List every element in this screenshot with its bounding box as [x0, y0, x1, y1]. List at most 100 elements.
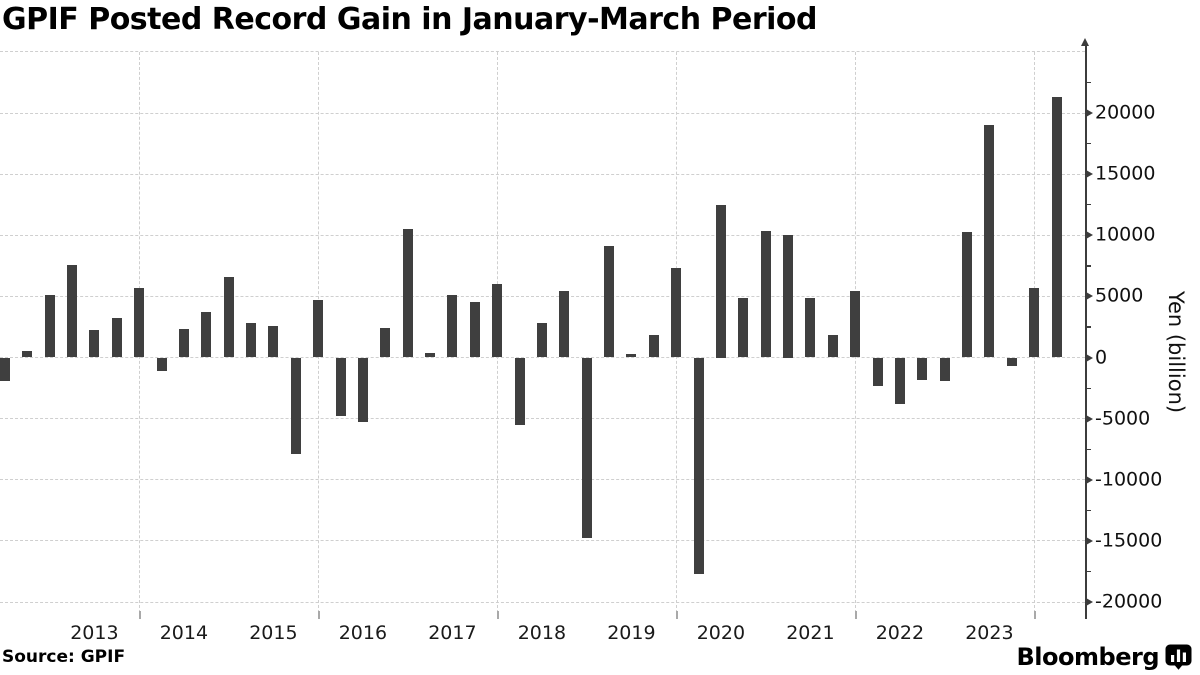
x-tick [139, 611, 141, 619]
y-minor-tick [1085, 570, 1091, 573]
bar [44, 295, 55, 358]
y-minor-tick [1085, 326, 1091, 328]
bar [805, 297, 816, 358]
bar [0, 357, 10, 382]
bar [223, 276, 234, 358]
x-tick-label: 2017 [428, 622, 477, 644]
y-tick-label: 15000 [1095, 162, 1156, 185]
y-tick-arrow-icon [1086, 598, 1093, 606]
bar [290, 357, 301, 455]
horizontal-gridline [0, 51, 1085, 53]
x-tick-label: 2019 [607, 622, 656, 644]
bar [984, 125, 995, 358]
x-tick [676, 611, 678, 619]
bar [581, 357, 592, 539]
bar [872, 357, 883, 386]
bar [850, 291, 861, 358]
y-axis-line [1085, 45, 1087, 619]
bar [514, 357, 525, 426]
bar [492, 283, 503, 358]
y-tick-label: 5000 [1095, 284, 1144, 307]
horizontal-gridline [0, 540, 1085, 542]
x-tick [497, 611, 499, 619]
bar [917, 357, 928, 380]
x-tick [318, 611, 320, 619]
bar [268, 325, 279, 358]
x-tick-label: 2020 [696, 622, 746, 644]
horizontal-gridline [0, 234, 1085, 236]
brand-footer: Bloomberg [1017, 643, 1192, 671]
horizontal-gridline [0, 112, 1085, 114]
x-tick-label: 2015 [249, 622, 298, 644]
y-tick-label: -20000 [1095, 590, 1163, 613]
bar [67, 265, 77, 358]
y-minor-tick [1085, 143, 1091, 145]
bar [89, 329, 100, 358]
bar [402, 229, 413, 358]
y-minor-tick [1085, 204, 1091, 206]
bar [1051, 97, 1062, 358]
y-tick-arrow-icon [1086, 475, 1093, 484]
bar [469, 302, 480, 358]
x-tick [855, 611, 857, 619]
bar [738, 297, 749, 358]
bar [111, 318, 122, 358]
bar [604, 246, 614, 358]
horizontal-gridline [0, 601, 1085, 603]
bar [1029, 288, 1040, 358]
y-axis-top-arrow-icon [1081, 38, 1090, 46]
y-minor-tick [1085, 265, 1091, 267]
bar [715, 204, 726, 358]
x-tick-label: 2016 [338, 622, 388, 644]
bar [357, 357, 368, 423]
x-tick-label: 2014 [159, 622, 209, 644]
bar [939, 357, 950, 381]
y-tick-arrow-icon [1086, 292, 1093, 301]
bar [156, 357, 167, 371]
bar [559, 291, 570, 358]
bar [22, 350, 33, 358]
bar [246, 323, 256, 358]
y-tick-arrow-icon [1086, 353, 1093, 362]
y-tick-label: -10000 [1095, 468, 1163, 491]
y-tick-label: 10000 [1095, 223, 1156, 246]
bar [894, 357, 905, 404]
bar [783, 235, 793, 358]
bar [201, 312, 212, 358]
horizontal-gridline [0, 479, 1085, 481]
y-minor-tick [1085, 509, 1091, 511]
bar [693, 357, 704, 574]
x-tick [1034, 611, 1036, 619]
bar [313, 300, 324, 358]
x-tick-label: 2018 [517, 622, 567, 644]
y-minor-tick [1085, 448, 1091, 450]
bar [671, 268, 682, 358]
bar [760, 230, 771, 358]
y-tick-arrow-icon [1086, 536, 1093, 545]
y-tick-label: 0 [1095, 346, 1108, 369]
chart-title: GPIF Posted Record Gain in January-March… [2, 2, 818, 37]
bar [425, 353, 435, 358]
bar [178, 329, 189, 358]
bar [335, 357, 346, 416]
bloomberg-chart-bubble-icon [1165, 644, 1192, 670]
horizontal-gridline [0, 173, 1085, 175]
bar [536, 323, 547, 358]
y-tick-arrow-icon [1086, 109, 1093, 117]
y-tick-label: -15000 [1095, 529, 1163, 552]
bar [134, 287, 145, 358]
y-tick-arrow-icon [1086, 170, 1093, 179]
x-tick-label: 2021 [786, 622, 835, 644]
horizontal-gridline [0, 357, 1085, 358]
bar [380, 328, 391, 358]
horizontal-gridline [0, 295, 1085, 297]
y-axis-title: Yen (billion) [1164, 290, 1188, 414]
y-tick-label: -5000 [1095, 407, 1151, 430]
bloomberg-wordmark: Bloomberg [1016, 643, 1160, 671]
x-tick-label: 2023 [965, 622, 1014, 644]
y-minor-tick [1085, 387, 1091, 389]
source-note: Source: GPIF [2, 647, 126, 667]
bar [626, 353, 637, 358]
